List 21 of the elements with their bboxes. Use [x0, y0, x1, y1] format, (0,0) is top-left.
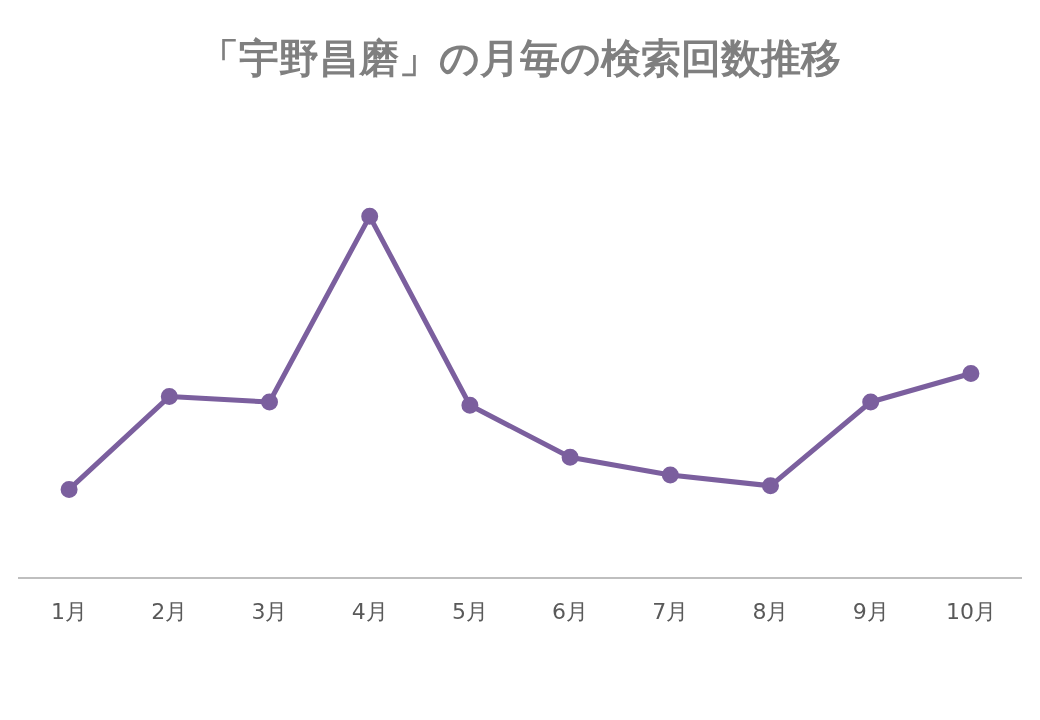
point — [160, 388, 178, 406]
point — [762, 477, 779, 495]
point — [862, 393, 880, 411]
point — [962, 364, 980, 382]
x-tick-label: 8月 — [752, 598, 789, 624]
point — [261, 393, 278, 411]
chart-title: 「宇野昌磨」の月毎の検索回数推移 — [199, 35, 841, 82]
point — [461, 396, 479, 414]
x-tick-label: 2月 — [151, 598, 188, 624]
point — [361, 207, 379, 225]
point — [661, 466, 679, 484]
x-tick-label: 1月 — [51, 598, 88, 624]
x-tick-label: 10月 — [945, 598, 996, 624]
x-tick-label: 5月 — [451, 598, 488, 624]
point — [561, 448, 579, 466]
point — [60, 480, 78, 498]
x-tick-label: 3月 — [251, 598, 288, 624]
x-tick-label: 7月 — [652, 598, 689, 624]
x-tick-label: 9月 — [852, 598, 889, 624]
x-tick-label: 4月 — [351, 598, 388, 624]
x-tick-label: 6月 — [552, 598, 589, 624]
